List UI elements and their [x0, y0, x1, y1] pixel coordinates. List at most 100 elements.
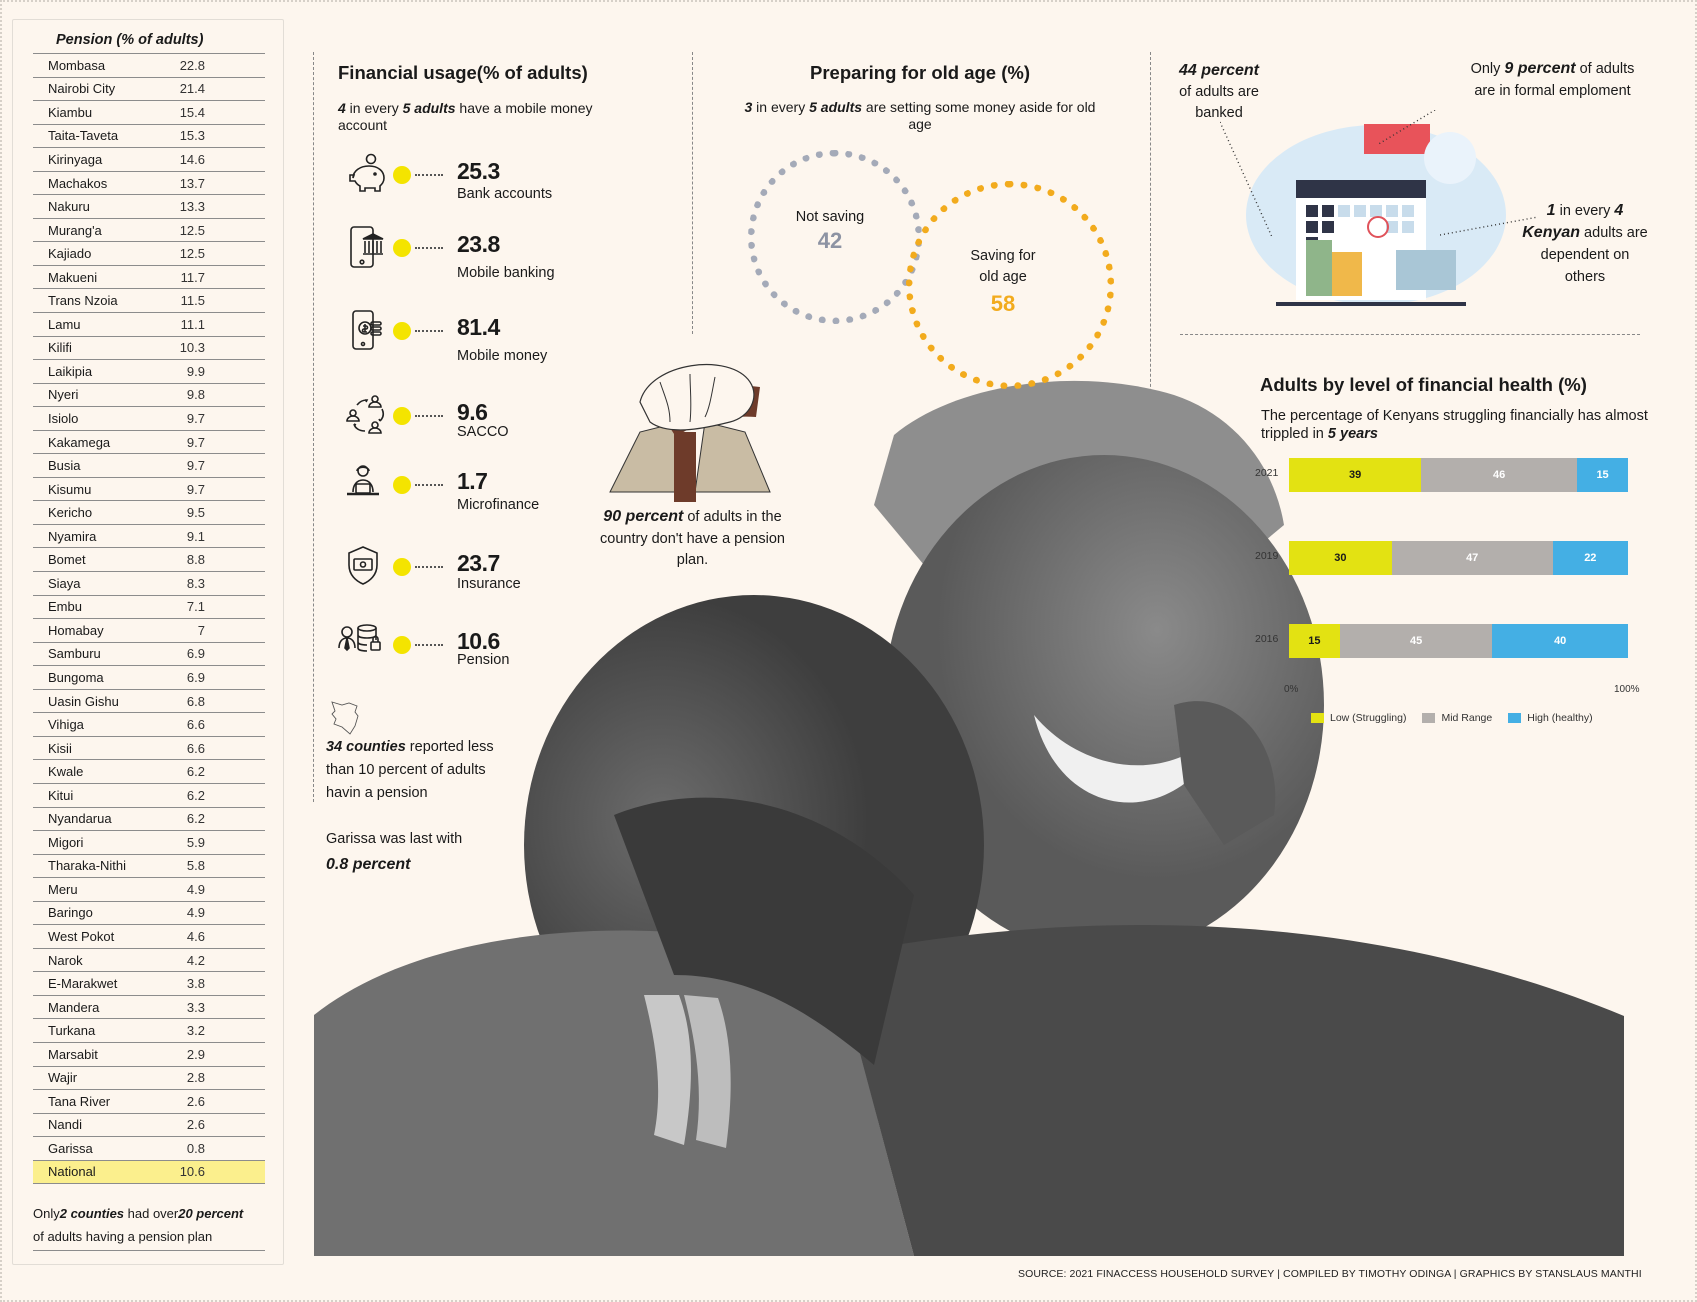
pension-value: 6.6 — [186, 717, 205, 733]
pension-value: 8.3 — [186, 575, 205, 591]
text: Garissa was last with — [326, 831, 463, 847]
table-row: Kitui 6.2 — [33, 782, 265, 807]
county-name: Samburu — [48, 646, 101, 662]
note-text: had over — [124, 1206, 179, 1221]
table-row: Tharaka-Nithi 5.8 — [33, 853, 265, 878]
year-label: 2021 — [1255, 467, 1279, 479]
county-name: Nairobi City — [48, 81, 116, 97]
emphasis: 4 — [338, 100, 346, 116]
table-row: Samburu 6.9 — [33, 641, 265, 666]
county-name: Murang'a — [48, 222, 102, 238]
emphasis: 5 years — [1327, 426, 1378, 442]
legend-label: Low (Struggling) — [1330, 712, 1407, 724]
note-text: of adults having a pension plan — [33, 1229, 213, 1244]
county-name: Nyeri — [48, 387, 79, 403]
table-row: Kisii 6.6 — [33, 735, 265, 760]
year-label: 2016 — [1255, 633, 1279, 645]
financial-usage-title: Financial usage(% of adults) — [338, 62, 588, 83]
usage-value: 81.4 — [457, 314, 500, 340]
table-row: Kilifi 10.3 — [33, 335, 265, 360]
pension-value: 7.1 — [186, 599, 205, 615]
year-label: 2019 — [1255, 550, 1279, 562]
table-row: Kwale 6.2 — [33, 759, 265, 783]
county-name: Kisumu — [48, 481, 92, 497]
county-name: Mombasa — [48, 57, 106, 73]
pension-value: 11.7 — [180, 269, 205, 285]
text: of adults are banked — [1179, 84, 1259, 121]
usage-item-mobile-money: 81.4 Mobile money — [345, 308, 645, 368]
pension-value: 3.2 — [186, 1023, 205, 1039]
bar-row-2019: 2019 30 47 22 — [1255, 541, 1635, 575]
county-name: Nyandarua — [48, 811, 112, 827]
county-name: Siaya — [48, 575, 81, 591]
pension-value: 6.9 — [186, 646, 205, 662]
pension-database-icon — [338, 624, 381, 652]
pension-plan-note: 90 percent of adults in the country don'… — [600, 506, 785, 572]
pension-value: 4.9 — [186, 905, 205, 921]
county-name: Kirinyaga — [48, 151, 103, 167]
table-row: Machakos 13.7 — [33, 170, 265, 195]
emphasis: 90 percent — [603, 508, 684, 525]
county-name: National — [48, 1164, 96, 1180]
county-name: Nandi — [48, 1117, 82, 1133]
financial-health-title: Adults by level of financial health (%) — [1260, 374, 1587, 395]
table-row: Baringo 4.9 — [33, 900, 265, 925]
bar-row-2021: 2021 39 46 15 — [1255, 458, 1635, 492]
county-name: Machakos — [48, 175, 108, 191]
pension-value: 10.3 — [179, 340, 205, 356]
pension-value: 5.8 — [186, 858, 205, 874]
text: The percentage of Kenyans struggling fin… — [1261, 408, 1648, 442]
pension-value: 5.9 — [186, 834, 205, 850]
segment-low: 15 — [1289, 624, 1340, 658]
table-row: Homabay 7 — [33, 618, 265, 642]
county-name: Turkana — [48, 1023, 96, 1039]
segment-high: 40 — [1492, 624, 1628, 658]
county-name: Mandera — [48, 999, 100, 1015]
usage-value: 23.8 — [457, 231, 500, 257]
table-row: Kakamega 9.7 — [33, 429, 265, 454]
county-name: Kisii — [48, 740, 72, 756]
text: in every — [345, 100, 403, 116]
mobile-bank-icon — [350, 226, 384, 268]
table-row: Bomet 8.8 — [33, 547, 265, 571]
table-row: Busia 9.7 — [33, 453, 265, 477]
county-name: Meru — [48, 881, 78, 897]
pension-value: 4.9 — [186, 881, 205, 897]
pension-value: 15.4 — [179, 104, 205, 120]
pension-value: 2.6 — [186, 1117, 205, 1133]
county-name: E-Marakwet — [48, 976, 118, 992]
usage-dot — [393, 239, 411, 257]
pension-value: 10.6 — [179, 1164, 205, 1180]
legend-label: Mid Range — [1441, 712, 1493, 724]
saving-value: 58 — [990, 291, 1016, 316]
county-name: West Pokot — [48, 929, 115, 944]
text: in every — [1555, 203, 1615, 219]
table-row: Kericho 9.5 — [33, 500, 265, 524]
pension-value: 4.2 — [186, 952, 205, 968]
county-name: Makueni — [48, 269, 98, 285]
pension-value: 0.8 — [186, 1140, 205, 1156]
table-row: Nyandarua 6.2 — [33, 806, 265, 831]
pension-value: 11.1 — [180, 316, 205, 332]
garissa-note: Garissa was last with 0.8 percent — [326, 826, 526, 878]
note-text: Only — [33, 1206, 60, 1221]
leader-line — [415, 566, 443, 568]
county-name: Uasin Gishu — [48, 693, 119, 709]
table-row: West Pokot 4.6 — [33, 924, 265, 948]
pension-value: 9.7 — [186, 410, 205, 426]
segment-mid: 47 — [1391, 541, 1553, 575]
county-name: Marsabit — [48, 1046, 98, 1062]
pension-value: 6.2 — [186, 787, 205, 803]
county-name: Narok — [48, 952, 83, 968]
legend-label: High (healthy) — [1527, 712, 1593, 724]
usage-label: Insurance — [457, 576, 521, 592]
usage-value: 9.6 — [457, 399, 488, 425]
text: are setting some money aside for old age — [862, 99, 1096, 132]
note-emphasis: 2 counties — [59, 1206, 125, 1221]
pension-value: 6.6 — [186, 740, 205, 756]
legend-item: High (healthy) — [1508, 712, 1593, 724]
pension-value: 3.3 — [186, 999, 205, 1015]
county-name: Kajiado — [48, 246, 92, 262]
county-name: Busia — [48, 458, 81, 474]
pension-value: 2.6 — [186, 1093, 205, 1109]
